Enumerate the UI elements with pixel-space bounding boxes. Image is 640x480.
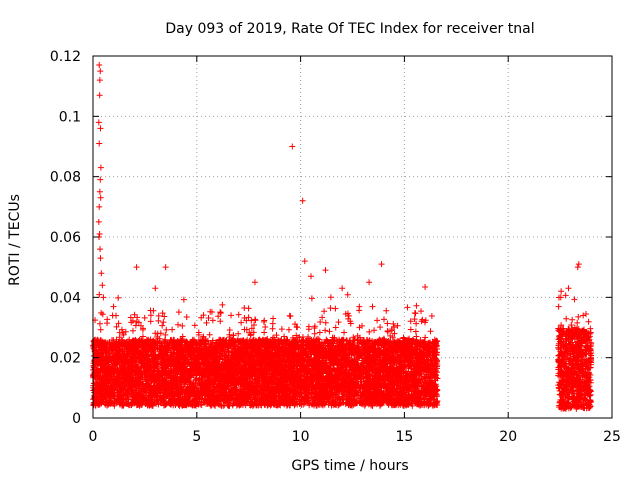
data-point xyxy=(322,319,329,326)
data-point xyxy=(278,326,285,333)
data-point xyxy=(347,320,354,327)
data-point xyxy=(219,301,226,308)
data-point xyxy=(299,336,306,343)
data-point xyxy=(316,329,323,336)
data-point xyxy=(155,317,162,324)
data-point xyxy=(422,284,429,291)
data-point xyxy=(356,307,363,314)
data-point xyxy=(159,322,166,329)
data-point xyxy=(96,320,103,327)
data-point xyxy=(335,319,342,326)
data-points xyxy=(90,62,595,412)
data-point xyxy=(147,318,154,325)
data-point xyxy=(206,331,213,338)
data-point xyxy=(308,295,315,302)
data-point xyxy=(374,317,381,324)
data-point xyxy=(332,324,339,331)
data-point xyxy=(209,317,216,324)
data-point xyxy=(159,310,166,317)
grid-lines xyxy=(93,56,612,418)
data-point xyxy=(286,312,293,319)
data-point xyxy=(161,313,168,320)
data-point xyxy=(390,320,397,327)
data-point xyxy=(413,320,420,327)
data-point xyxy=(377,324,384,331)
data-point xyxy=(215,313,222,320)
data-point xyxy=(285,326,292,333)
data-point xyxy=(371,327,378,334)
chart-title: Day 093 of 2019, Rate Of TEC Index for r… xyxy=(165,21,534,37)
data-point xyxy=(115,294,122,301)
data-point xyxy=(96,291,103,298)
data-point xyxy=(163,326,170,333)
data-point xyxy=(418,308,425,315)
data-point xyxy=(404,304,411,311)
data-point xyxy=(97,326,104,333)
data-point xyxy=(383,307,390,314)
data-point xyxy=(269,320,276,327)
data-point xyxy=(422,334,429,341)
data-point xyxy=(327,294,334,301)
data-point xyxy=(413,302,420,309)
data-point xyxy=(99,311,106,318)
data-point xyxy=(179,322,186,329)
data-point xyxy=(322,327,329,334)
